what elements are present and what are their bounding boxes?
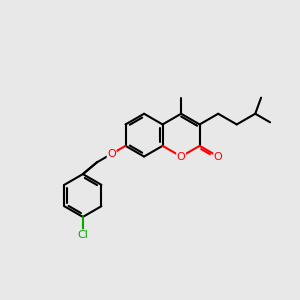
Text: Cl: Cl (77, 230, 88, 240)
Text: O: O (177, 152, 185, 161)
Text: O: O (214, 152, 223, 161)
Text: O: O (107, 149, 116, 159)
